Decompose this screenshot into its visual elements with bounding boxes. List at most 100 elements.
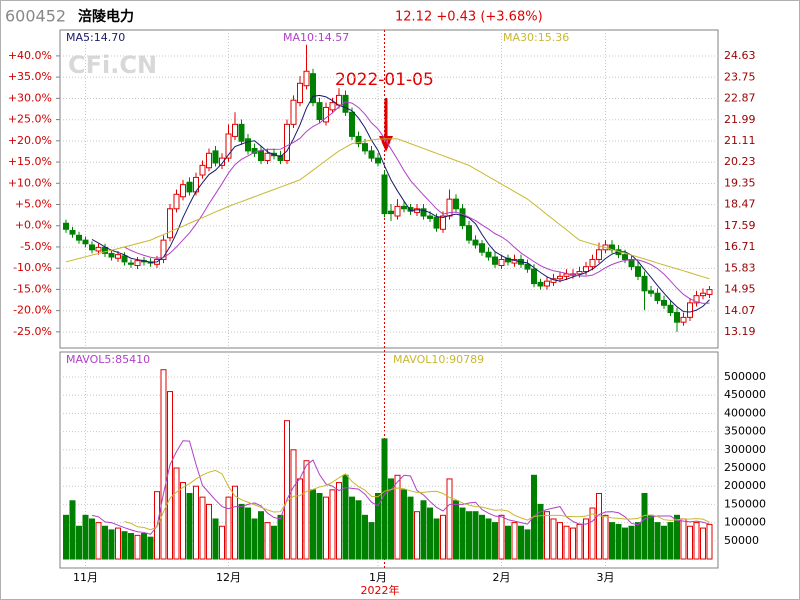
candle-body	[95, 246, 102, 252]
volume-bar	[453, 500, 459, 560]
volume-bar	[362, 514, 368, 560]
candle-body	[648, 290, 654, 294]
volume-bar	[440, 514, 446, 560]
candle-body	[323, 106, 329, 123]
volume-bar	[160, 369, 167, 560]
y-tick-label: 14.95	[724, 283, 756, 296]
y2-tick-label: +5.0%	[15, 197, 52, 210]
y2-tick-label: +10.0%	[8, 176, 52, 189]
volume-bar	[277, 514, 284, 560]
volume-bar	[186, 492, 193, 560]
candle-body	[368, 150, 375, 159]
candle-body	[589, 258, 596, 268]
candle-body	[420, 208, 427, 217]
volume-bar	[537, 503, 544, 560]
volume-bar	[238, 503, 245, 560]
volume-bar	[180, 482, 186, 560]
y2-tick-label: +20.0%	[8, 134, 52, 147]
candle-body	[641, 275, 648, 292]
x-tick-label: 2月	[493, 571, 511, 584]
volume-bar	[381, 438, 388, 560]
candle-body	[128, 262, 134, 265]
volume-bar	[505, 525, 511, 560]
candle-body	[349, 111, 355, 137]
candle-body	[336, 94, 342, 106]
volume-bar	[82, 514, 89, 560]
candle-body	[505, 257, 511, 263]
volume-bar	[602, 514, 609, 560]
volume-bar	[700, 527, 706, 560]
volume-bar	[414, 511, 420, 560]
candle-body	[472, 239, 479, 246]
volume-bar	[342, 474, 349, 560]
candle-body	[245, 138, 251, 152]
candle-body	[706, 289, 713, 295]
x-sublabel: 2022年	[361, 583, 400, 597]
legend-label: MA10:14.57	[283, 31, 349, 44]
volume-panel	[59, 351, 719, 569]
volume-bar	[173, 467, 180, 560]
y-tick-label: 250000	[724, 461, 766, 474]
y2-tick-label: -25.0%	[13, 325, 52, 338]
candle-body	[544, 280, 550, 287]
volume-bar	[264, 522, 271, 560]
y2-tick-label: +35.0%	[8, 70, 52, 83]
candle-body	[225, 133, 232, 159]
volume-bar	[641, 492, 648, 560]
volume-bar	[147, 536, 154, 560]
stock-code: 600452	[5, 7, 66, 26]
candle-body	[622, 254, 628, 260]
y-tick-label: 150000	[724, 497, 766, 510]
candle-body	[576, 271, 583, 275]
volume-bar	[557, 522, 563, 560]
volume-bar	[375, 492, 381, 560]
y-tick-label: 200000	[724, 479, 766, 492]
y-tick-label: 15.83	[724, 261, 756, 274]
volume-bar	[225, 496, 232, 560]
x-tick-label: 3月	[597, 571, 615, 584]
volume-bar	[206, 503, 212, 560]
candle-body	[498, 258, 505, 266]
candle-body	[485, 251, 492, 258]
candle-body	[355, 135, 362, 145]
candle-body	[492, 256, 498, 265]
volume-bar	[355, 500, 362, 560]
y-tick-label: 14.07	[724, 304, 756, 317]
volume-bar	[628, 525, 635, 560]
candle-body	[316, 102, 323, 121]
candle-body	[433, 216, 440, 229]
y-tick-label: 50000	[724, 534, 759, 547]
candle-body	[115, 254, 121, 259]
candle-body	[219, 157, 225, 166]
y2-tick-label: -20.0%	[13, 304, 52, 317]
y2-tick-label: -15.0%	[13, 282, 52, 295]
ma-line	[124, 101, 710, 304]
y2-tick-label: +25.0%	[8, 113, 52, 126]
volume-bar	[329, 489, 336, 560]
candle-body	[232, 123, 238, 137]
volume-bar	[63, 514, 69, 560]
candle-body	[693, 295, 700, 304]
volume-bar	[420, 500, 427, 560]
volume-bar	[102, 525, 108, 560]
y2-tick-label: +0.0%	[15, 219, 52, 232]
y-tick-label: 100000	[724, 516, 766, 529]
candle-body	[596, 249, 602, 260]
candle-body	[466, 225, 472, 241]
y-tick-label: 16.71	[724, 240, 756, 253]
y-tick-label: 18.47	[724, 198, 756, 211]
volume-bar	[199, 496, 206, 560]
volume-bar	[680, 518, 687, 560]
candle-body	[362, 143, 368, 152]
candle-body	[173, 193, 180, 210]
ma-line	[124, 469, 710, 531]
candle-body	[583, 266, 589, 273]
volume-bar	[251, 518, 258, 560]
volume-bar	[706, 523, 713, 560]
volume-bar	[563, 525, 570, 560]
price-panel	[59, 29, 719, 349]
volume-bar	[524, 529, 531, 560]
watermark: CFi.CN	[68, 51, 157, 79]
volume-bar	[687, 525, 693, 560]
volume-bar	[323, 496, 329, 560]
